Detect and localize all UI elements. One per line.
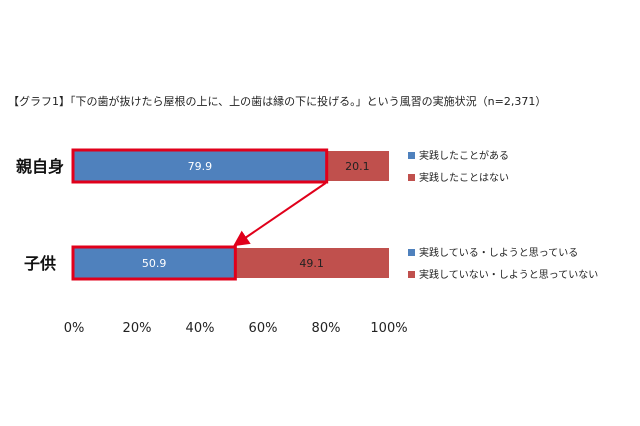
data-label: 79.9 (188, 160, 213, 173)
bar-segment (74, 151, 326, 181)
bar-segment (74, 248, 235, 278)
legend-label: 実践していない・しようと思っていない (419, 268, 598, 281)
x-tick-label: 40% (186, 321, 215, 336)
x-tick-label: 100% (370, 321, 407, 336)
highlight-box (71, 148, 329, 184)
x-tick-label: 60% (249, 321, 278, 336)
data-label: 49.1 (299, 257, 324, 270)
legends-group: 実践したことがある実践したことはない実践している・しようと思っている実践していな… (408, 149, 598, 281)
highlight-box (71, 245, 237, 281)
legend-swatch (408, 271, 415, 278)
category-label: 親自身 (16, 157, 64, 176)
highlight-group (71, 148, 329, 281)
data-label: 20.1 (345, 160, 370, 173)
legend-label: 実践したことはない (419, 171, 509, 184)
x-tick-label: 80% (312, 321, 341, 336)
legend-label: 実践したことがある (419, 149, 509, 162)
legend-swatch (408, 174, 415, 181)
x-tick-label: 20% (123, 321, 152, 336)
highlight-arrow (233, 182, 327, 247)
x-axis: 0% 20% 40% 60% 80% 100% (64, 321, 408, 336)
bar-segment (325, 151, 389, 181)
data-label: 50.9 (142, 257, 167, 270)
bar-segment (234, 248, 389, 278)
legend-swatch (408, 152, 415, 159)
legend-swatch (408, 249, 415, 256)
legend-label: 実践している・しようと思っている (419, 246, 578, 259)
x-tick-label: 0% (64, 321, 85, 336)
bars-group: 親自身 79.9 20.1 子供 50.9 49.1 (16, 151, 389, 278)
chart-title: 【グラフ1】「下の歯が抜けたら屋根の上に、上の歯は縁の下に投げる。」という風習の… (8, 94, 546, 108)
category-label: 子供 (24, 254, 56, 273)
